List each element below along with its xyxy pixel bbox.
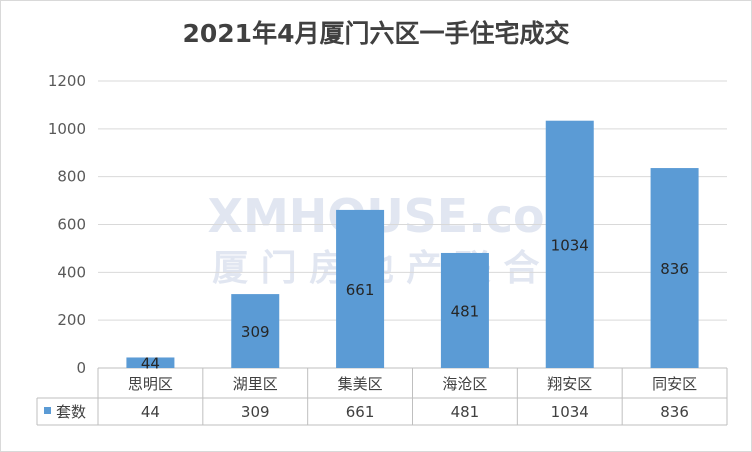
legend-key [44, 407, 51, 414]
x-category-label: 翔安区 [547, 375, 592, 393]
y-tick-label: 800 [57, 168, 86, 186]
y-tick-label: 1000 [48, 120, 86, 138]
bars: 44 309 661 481 1034 836 [126, 120, 699, 373]
watermark: XMHOUSE.com 厦 门 房 地 产 联 合 网 [207, 189, 592, 289]
table-value-cell: 1034 [551, 403, 589, 421]
y-tick-label: 200 [57, 311, 86, 329]
bar-data-label: 836 [660, 260, 689, 278]
bar [231, 294, 280, 368]
y-tick-label: 0 [76, 359, 86, 377]
bar-data-label: 309 [241, 323, 270, 341]
y-tick-label: 1200 [48, 72, 86, 90]
table-value-cell: 44 [141, 403, 160, 421]
table-value-cell: 481 [451, 403, 480, 421]
x-category-label: 集美区 [338, 375, 383, 393]
watermark-logo-text: XMHOUSE.com [207, 189, 592, 243]
table-value-cell: 836 [660, 403, 689, 421]
bar-data-label: 1034 [551, 236, 589, 254]
x-category-label: 思明区 [128, 375, 173, 393]
y-tick-label: 600 [57, 216, 86, 234]
bar [336, 209, 385, 368]
bar [126, 357, 175, 368]
x-category-label: 同安区 [652, 375, 697, 393]
bar-data-label: 661 [346, 281, 375, 299]
x-category-label: 湖里区 [233, 375, 278, 393]
data-table: 思明区 44 湖里区 309 集美区 661 海沧区 481 翔安区 1034 同安区 836 套数 [36, 368, 728, 426]
gridlines [98, 80, 727, 369]
bar [650, 168, 699, 368]
x-category-label: 海沧区 [442, 375, 487, 393]
table-value-cell: 661 [346, 403, 375, 421]
watermark-subtitle: 厦 门 房 地 产 联 合 网 [212, 248, 588, 289]
bar-data-label: 481 [451, 302, 480, 320]
legend-series-name: 套数 [56, 403, 86, 421]
table-value-cell: 309 [241, 403, 270, 421]
bar [545, 120, 594, 369]
y-axis-ticks: 0 200 400 600 800 1000 1200 [48, 72, 86, 377]
y-tick-label: 400 [57, 263, 86, 281]
bar-data-label: 44 [141, 355, 160, 373]
chart-title: 2021年4月厦门六区一手住宅成交 [182, 19, 570, 48]
bar [440, 252, 489, 368]
